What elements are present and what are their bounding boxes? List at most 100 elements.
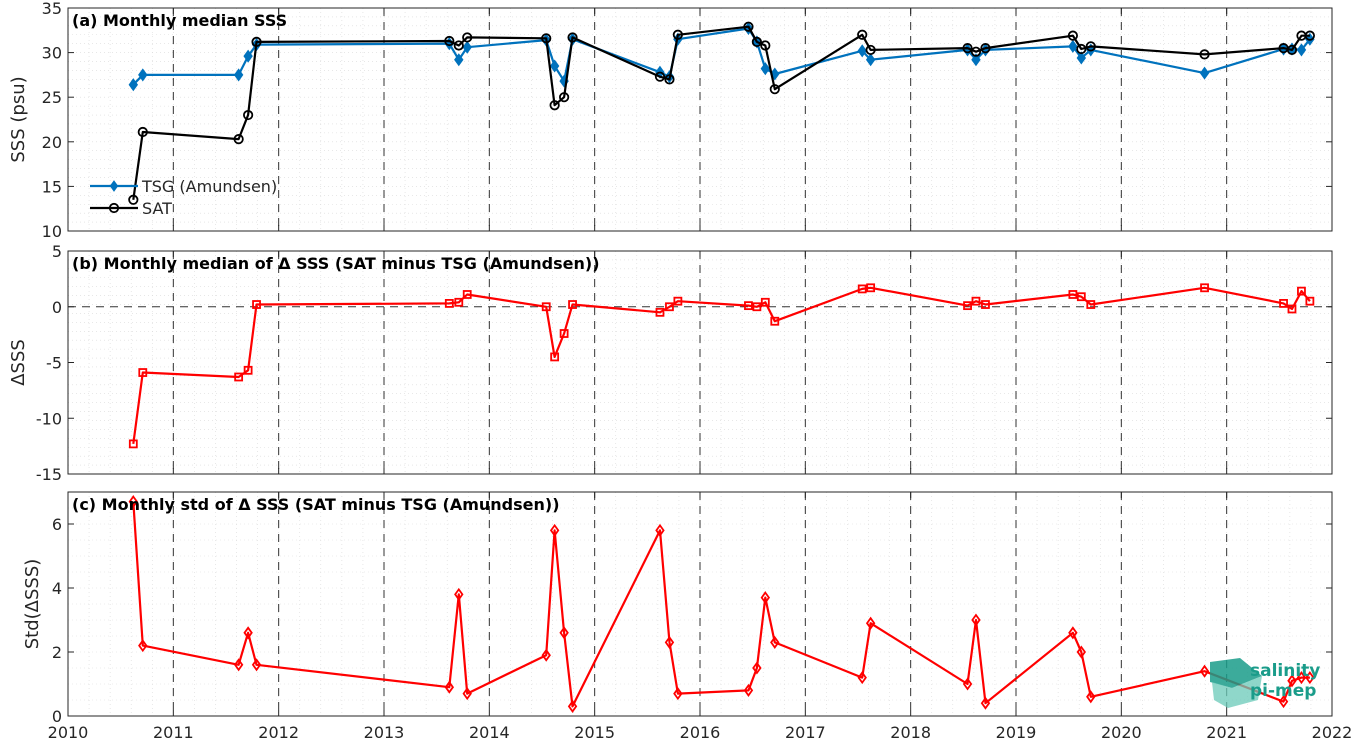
data-point bbox=[962, 677, 973, 691]
data-point bbox=[1199, 66, 1210, 80]
data-point bbox=[770, 316, 780, 326]
data-point bbox=[673, 296, 683, 306]
data-point bbox=[549, 59, 560, 73]
data-point bbox=[1297, 286, 1306, 296]
panel-title: (b) Monthly median of Δ SSS (SAT minus T… bbox=[72, 254, 600, 273]
data-point bbox=[444, 35, 455, 47]
x-tick-label: 2018 bbox=[890, 723, 931, 742]
x-tick-label: 2021 bbox=[1206, 723, 1247, 742]
data-point bbox=[243, 49, 253, 63]
data-point bbox=[857, 44, 867, 58]
data-point bbox=[462, 40, 472, 54]
data-point bbox=[760, 40, 771, 51]
data-point bbox=[454, 587, 464, 601]
data-point bbox=[234, 372, 244, 382]
data-point bbox=[655, 307, 665, 317]
y-tick-label: 4 bbox=[52, 579, 62, 598]
chart-panel-1: 10 15 20 25 30 35 SSS (psu) TSG (Amundsen) SAT (a… bbox=[8, 0, 1333, 241]
chart-panel-2: -15 -10 -5 0 5 ΔSSS (b) Monthly median of Δ SS… bbox=[8, 242, 1333, 484]
data-point bbox=[462, 687, 472, 701]
logo-text-line2: pi-mep bbox=[1250, 681, 1316, 701]
data-point bbox=[138, 639, 148, 653]
data-point bbox=[128, 439, 138, 449]
data-point bbox=[462, 290, 472, 299]
data-point bbox=[453, 40, 464, 51]
data-point bbox=[769, 84, 780, 95]
x-tick-label: 2010 bbox=[48, 723, 89, 742]
data-point bbox=[243, 109, 254, 121]
data-point bbox=[865, 616, 876, 630]
data-point bbox=[963, 301, 972, 311]
x-tick-label: 2019 bbox=[996, 723, 1037, 742]
data-point bbox=[462, 32, 473, 43]
data-point bbox=[541, 648, 551, 662]
data-point bbox=[760, 591, 771, 605]
data-point bbox=[138, 68, 148, 82]
x-tick-label: 2012 bbox=[258, 723, 299, 742]
chart-panel-3: 0 2 4 6 2010 2011 2012 2013 2014 2015 2016 2017 2018… bbox=[22, 491, 1353, 742]
data-point bbox=[1076, 292, 1086, 302]
legend: TSG (Amundsen) SAT bbox=[90, 177, 277, 218]
data-point bbox=[865, 44, 876, 56]
data-point bbox=[568, 300, 577, 309]
data-point bbox=[760, 297, 770, 307]
data-point bbox=[865, 53, 876, 67]
series-line bbox=[132, 25, 1310, 200]
data-point bbox=[654, 71, 666, 82]
y-tick-label: 10 bbox=[42, 222, 62, 241]
data-point bbox=[857, 29, 868, 40]
data-point bbox=[1067, 30, 1078, 41]
series-1 bbox=[128, 283, 1315, 449]
legend-entry: SAT bbox=[142, 199, 172, 218]
logo-text-line1: salinity bbox=[1250, 661, 1320, 681]
data-point bbox=[137, 126, 148, 138]
data-point bbox=[444, 680, 455, 694]
data-point bbox=[233, 658, 244, 672]
data-point bbox=[128, 78, 139, 92]
data-point bbox=[770, 635, 780, 649]
data-point bbox=[1076, 43, 1087, 55]
data-point bbox=[444, 299, 454, 308]
data-point bbox=[1296, 43, 1307, 57]
data-point bbox=[550, 352, 560, 362]
legend-entry: TSG (Amundsen) bbox=[141, 177, 277, 196]
data-point bbox=[672, 29, 683, 40]
data-point bbox=[665, 302, 674, 312]
data-point bbox=[559, 329, 569, 338]
data-point bbox=[243, 626, 253, 640]
data-point bbox=[1296, 671, 1307, 685]
data-point bbox=[1305, 671, 1315, 685]
x-tick-label: 2022 bbox=[1312, 723, 1353, 742]
data-point bbox=[1279, 299, 1288, 308]
data-point bbox=[567, 699, 578, 713]
data-point bbox=[1200, 283, 1209, 293]
data-point bbox=[559, 626, 569, 640]
y-tick-label: 2 bbox=[52, 643, 62, 662]
y-tick-label: -5 bbox=[46, 354, 62, 373]
data-point bbox=[1305, 296, 1315, 306]
y-tick-label: 15 bbox=[42, 177, 62, 196]
data-point bbox=[857, 671, 867, 685]
data-point bbox=[541, 33, 552, 44]
data-point bbox=[138, 368, 148, 377]
data-point bbox=[664, 635, 675, 649]
data-point bbox=[971, 296, 981, 306]
data-point bbox=[1287, 674, 1297, 688]
data-point bbox=[243, 365, 253, 375]
data-point bbox=[760, 62, 771, 76]
data-point bbox=[664, 74, 675, 85]
major-grid bbox=[172, 251, 1228, 474]
data-point bbox=[971, 53, 981, 67]
x-tick-label: 2017 bbox=[785, 723, 826, 742]
data-point bbox=[541, 302, 551, 312]
y-tick-label: 20 bbox=[42, 133, 62, 152]
data-point bbox=[744, 301, 753, 311]
data-point bbox=[743, 683, 754, 697]
data-point bbox=[567, 32, 578, 43]
data-point bbox=[1085, 41, 1096, 52]
x-tick-label: 2013 bbox=[364, 723, 405, 742]
y-axis-label: ΔSSS bbox=[8, 339, 29, 386]
x-tick-label: 2016 bbox=[680, 723, 721, 742]
data-point bbox=[559, 92, 570, 103]
